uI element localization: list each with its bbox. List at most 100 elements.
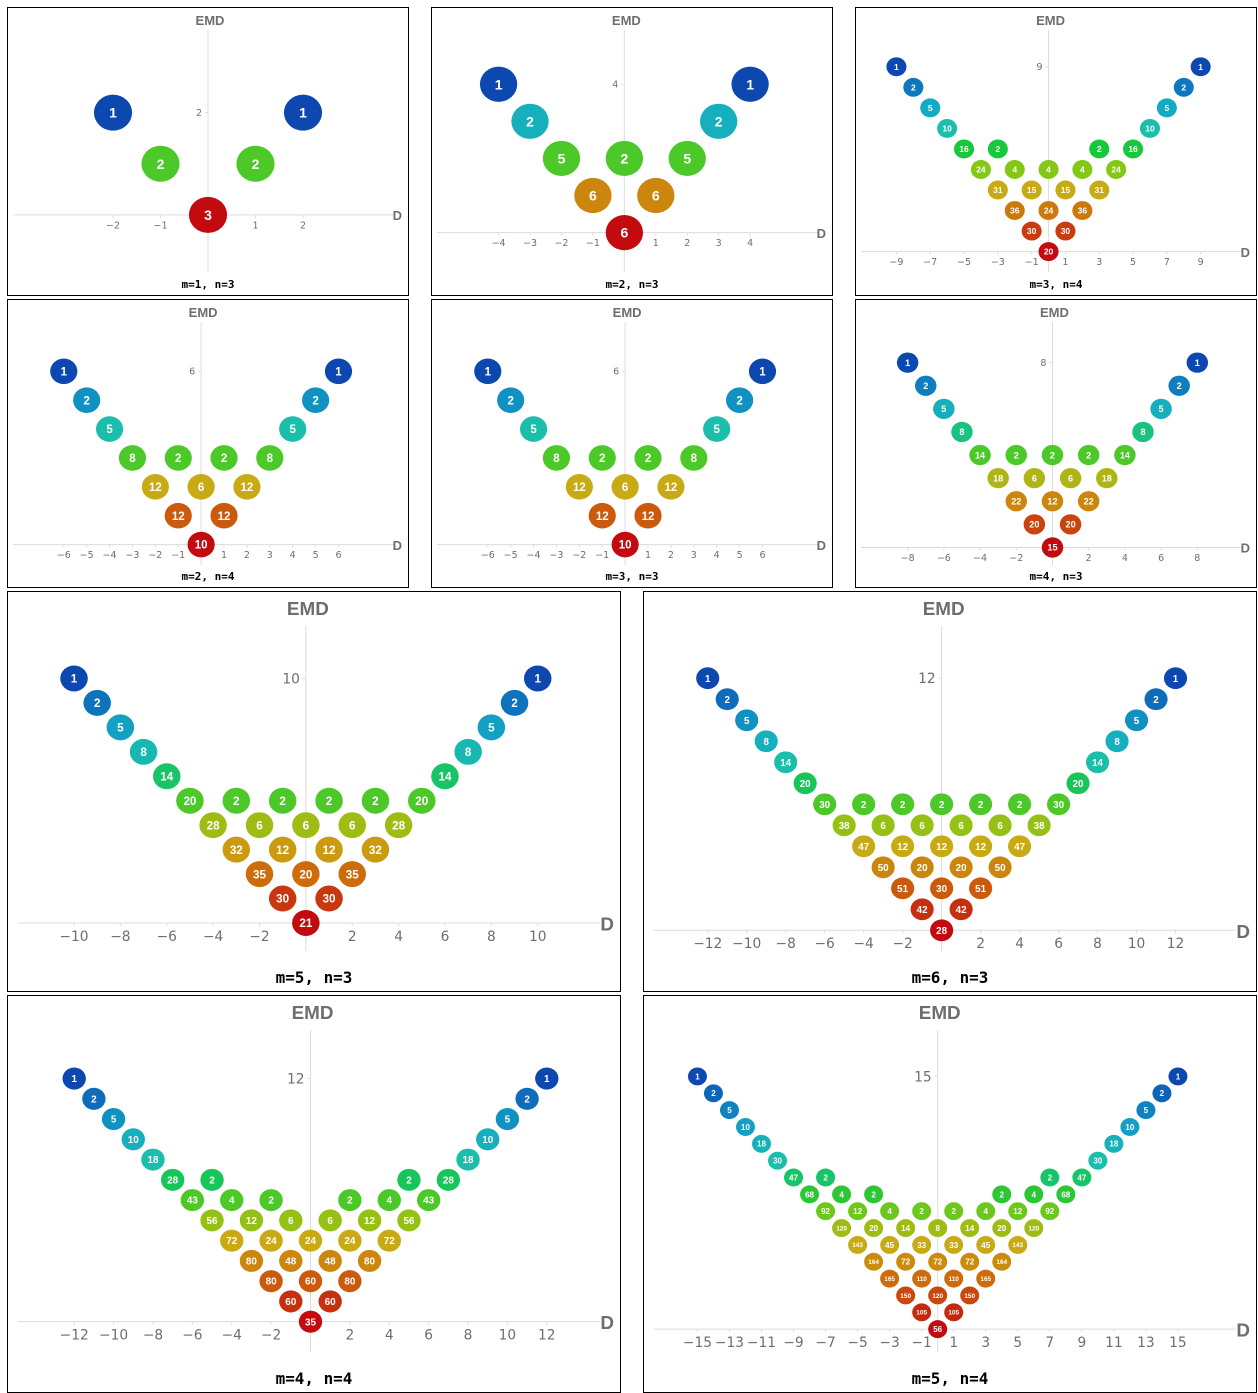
x-tick-label: −3 — [991, 257, 1005, 268]
data-label: 60 — [285, 1297, 297, 1308]
chart-panel: −4 −3 −2 −1 1 2 3 4 4 EMD D 1 1 2 2 5 5 2 6 6 6 m=2, n=3 — [431, 7, 833, 296]
data-label: 1 — [495, 76, 503, 92]
data-label: 80 — [364, 1256, 376, 1267]
data-label: 5 — [941, 404, 946, 414]
data-point — [1040, 1168, 1060, 1187]
data-point — [1027, 814, 1051, 837]
x-tick-label: −10 — [99, 1327, 128, 1343]
data-label: 20 — [917, 863, 928, 874]
x-tick-label: 1 — [949, 1335, 958, 1351]
x-tick-label: −7 — [815, 1335, 835, 1351]
x-tick-label: 4 — [290, 550, 296, 561]
data-point — [129, 738, 158, 765]
x-tick-label: 8 — [487, 929, 496, 945]
data-label: 12 — [149, 482, 162, 494]
data-label: 31 — [1095, 185, 1105, 195]
data-label: 2 — [312, 395, 318, 407]
data-label: 2 — [923, 381, 928, 391]
data-label: 6 — [620, 225, 628, 241]
data-label: 4 — [387, 1196, 393, 1207]
data-point — [338, 1229, 362, 1252]
data-point — [259, 1229, 283, 1252]
data-label: 10 — [942, 123, 952, 133]
x-axis-title: D — [1236, 921, 1250, 942]
data-label: 5 — [1134, 716, 1140, 727]
data-point — [611, 531, 639, 558]
data-label: 30 — [1061, 226, 1071, 236]
data-point — [896, 1252, 916, 1271]
data-point — [101, 1108, 126, 1131]
data-label: 165 — [884, 1276, 895, 1283]
data-label: 4 — [1080, 165, 1085, 175]
data-label: 15 — [1047, 543, 1057, 553]
data-point — [1136, 1101, 1156, 1120]
data-point — [903, 77, 924, 97]
data-label: 12 — [323, 844, 336, 857]
data-point — [82, 1087, 106, 1110]
data-point — [1085, 751, 1110, 774]
data-point — [357, 1249, 382, 1272]
y-axis-title: EMD — [612, 13, 641, 28]
data-point — [1168, 1067, 1188, 1086]
data-label: 28 — [936, 926, 947, 937]
x-tick-label: −5 — [957, 257, 971, 268]
data-label: 5 — [727, 1106, 732, 1115]
data-point — [298, 1229, 323, 1252]
data-label: 8 — [1140, 427, 1145, 437]
data-point — [1072, 1168, 1092, 1187]
y-tick-label: 10 — [282, 671, 300, 687]
data-point — [735, 709, 759, 732]
data-label: 1 — [544, 1074, 550, 1085]
data-point — [1168, 375, 1190, 396]
data-label: 50 — [995, 863, 1006, 874]
data-label: 8 — [959, 427, 964, 437]
data-point — [910, 898, 934, 921]
data-point — [298, 1270, 323, 1293]
data-point — [292, 861, 320, 888]
data-point — [949, 856, 973, 879]
data-label: 51 — [897, 884, 908, 895]
data-point — [542, 140, 581, 177]
data-point — [680, 445, 708, 471]
data-point — [1059, 468, 1082, 489]
data-point — [912, 1235, 932, 1254]
data-label: 60 — [305, 1277, 317, 1288]
data-point — [318, 1290, 342, 1313]
data-label: 5 — [1159, 404, 1164, 414]
data-point — [930, 835, 954, 858]
data-point — [245, 861, 274, 888]
data-label: 4 — [1046, 165, 1051, 175]
data-point — [62, 1067, 86, 1090]
data-point — [239, 1209, 264, 1232]
data-point — [944, 1303, 964, 1322]
data-label: 92 — [821, 1207, 830, 1216]
data-point — [774, 751, 798, 774]
data-point — [298, 1310, 323, 1333]
x-tick-label: −1 — [171, 550, 185, 561]
x-tick-label: −4 — [222, 1327, 242, 1343]
data-point — [864, 1185, 884, 1204]
y-tick-label: 8 — [1040, 358, 1046, 369]
x-tick-label: 10 — [499, 1327, 517, 1343]
data-label: 20 — [1029, 520, 1039, 530]
data-point — [141, 1148, 165, 1171]
data-point — [222, 836, 251, 863]
data-label: 1 — [894, 62, 899, 72]
x-tick-label: 3 — [267, 550, 273, 561]
data-label: 6 — [1032, 473, 1037, 483]
data-point — [896, 1286, 916, 1305]
data-point — [236, 145, 275, 182]
x-tick-label: 2 — [244, 550, 250, 561]
data-point — [454, 738, 482, 765]
x-axis-title: D — [393, 538, 402, 553]
data-point — [852, 835, 876, 858]
data-point — [703, 1084, 723, 1103]
data-label: 4 — [983, 1207, 988, 1216]
data-label: 6 — [958, 821, 964, 832]
x-tick-label: −8 — [143, 1327, 163, 1343]
x-tick-label: 5 — [737, 550, 743, 561]
data-label: 47 — [1014, 842, 1025, 853]
x-tick-label: 12 — [538, 1327, 556, 1343]
data-point — [1038, 242, 1059, 262]
data-point — [187, 531, 215, 558]
